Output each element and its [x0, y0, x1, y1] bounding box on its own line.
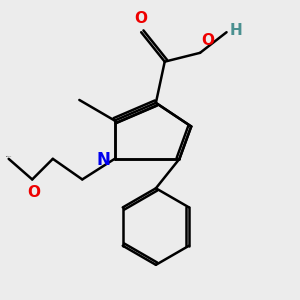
Text: methoxy: methoxy — [6, 156, 12, 158]
Text: O: O — [202, 33, 214, 48]
Text: O: O — [27, 185, 40, 200]
Text: O: O — [135, 11, 148, 26]
Text: N: N — [96, 151, 110, 169]
Text: H: H — [230, 23, 242, 38]
